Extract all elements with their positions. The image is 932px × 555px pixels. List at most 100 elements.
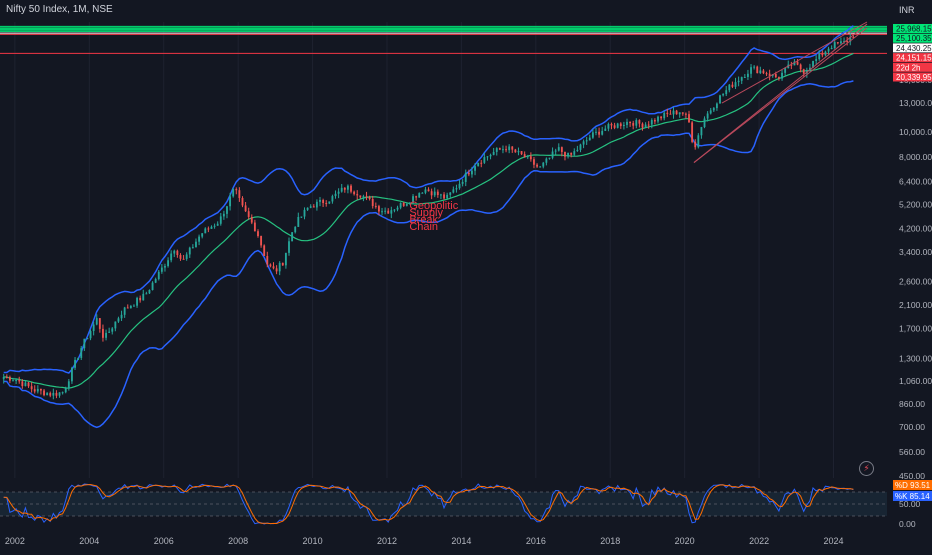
candle (545, 158, 548, 163)
candle (430, 191, 433, 196)
price-tick-label: 2,600.00 (899, 277, 932, 287)
candle (604, 128, 607, 131)
stoch-tick-label: 0.00 (899, 519, 916, 529)
candle (564, 151, 566, 157)
candle (368, 196, 371, 199)
year-tick-label: 2016 (526, 536, 546, 546)
candle (297, 216, 300, 227)
candle (95, 318, 98, 325)
candle (436, 191, 439, 195)
candle (241, 197, 244, 206)
candle (294, 226, 297, 233)
candle (71, 367, 73, 382)
candle (114, 321, 117, 329)
candle (827, 48, 830, 52)
candle (650, 120, 653, 125)
candle (502, 149, 504, 151)
candle (632, 123, 635, 126)
candle (260, 236, 263, 246)
candle (309, 206, 312, 208)
candle (799, 64, 802, 70)
candle (526, 156, 529, 158)
candle (185, 254, 188, 259)
candle (774, 74, 777, 78)
trendline (693, 27, 868, 163)
candle (511, 146, 514, 150)
candle (728, 84, 731, 91)
candle (554, 150, 557, 152)
candle (381, 211, 383, 213)
price-tick-label: 3,400.00 (899, 247, 932, 257)
candle (170, 253, 173, 261)
candle (495, 148, 498, 152)
bollinger-bands (3, 25, 854, 429)
year-tick-label: 2004 (79, 536, 99, 546)
candle (213, 225, 216, 227)
candle (446, 194, 449, 199)
candle (58, 392, 61, 396)
candle (666, 112, 669, 114)
candle (675, 110, 678, 115)
candle (697, 135, 700, 148)
candle (843, 41, 845, 43)
candle (33, 389, 36, 392)
trendline (721, 21, 868, 104)
candle (536, 164, 538, 167)
candle (458, 183, 461, 189)
candle (216, 223, 219, 226)
candle (247, 211, 250, 217)
candle (809, 67, 811, 70)
candle (312, 206, 315, 208)
candle (560, 147, 563, 152)
candle (557, 147, 560, 151)
candle (250, 216, 253, 223)
candle (418, 193, 421, 198)
candle (722, 94, 725, 96)
candle (105, 332, 107, 338)
price-tick-label: 10,000.00 (899, 127, 932, 137)
candle (269, 264, 272, 267)
price-badge (893, 33, 932, 43)
candle (167, 260, 169, 267)
price-badge (893, 62, 932, 72)
price-tick-label: 450.00 (899, 471, 925, 481)
price-badge-label: 25,100.35 (896, 34, 932, 43)
candle (142, 293, 145, 301)
candle (750, 67, 752, 74)
candle (660, 116, 663, 119)
price-badge-label: 25,968.15 (896, 25, 932, 34)
candle (359, 195, 362, 198)
stochastic-pane: 50.00 0.00 %D 93.51 %K 85.14 (0, 478, 932, 530)
candle (644, 124, 647, 128)
candle (61, 392, 64, 394)
currency-label: INR (899, 5, 915, 15)
candle (635, 120, 638, 126)
candle (846, 41, 849, 43)
candle (486, 156, 489, 158)
candle (452, 189, 455, 193)
candle (55, 392, 58, 396)
candle (793, 61, 796, 66)
candle (117, 318, 120, 322)
candle (343, 187, 346, 190)
candle (191, 247, 194, 249)
candle (461, 181, 464, 184)
candle (821, 53, 824, 56)
candle (201, 233, 204, 237)
candle (427, 189, 430, 192)
symbol-title[interactable]: Nifty 50 Index, 1M, NSE (6, 4, 113, 15)
candle (405, 203, 408, 206)
lightning-icon[interactable]: ⚡ (859, 461, 874, 476)
candle (278, 262, 281, 272)
candle (188, 247, 191, 255)
candle (328, 201, 331, 204)
candle (684, 113, 687, 115)
candle (263, 245, 266, 257)
candle (492, 151, 495, 155)
candle (489, 154, 492, 157)
candle (275, 268, 278, 272)
candle (607, 124, 610, 129)
